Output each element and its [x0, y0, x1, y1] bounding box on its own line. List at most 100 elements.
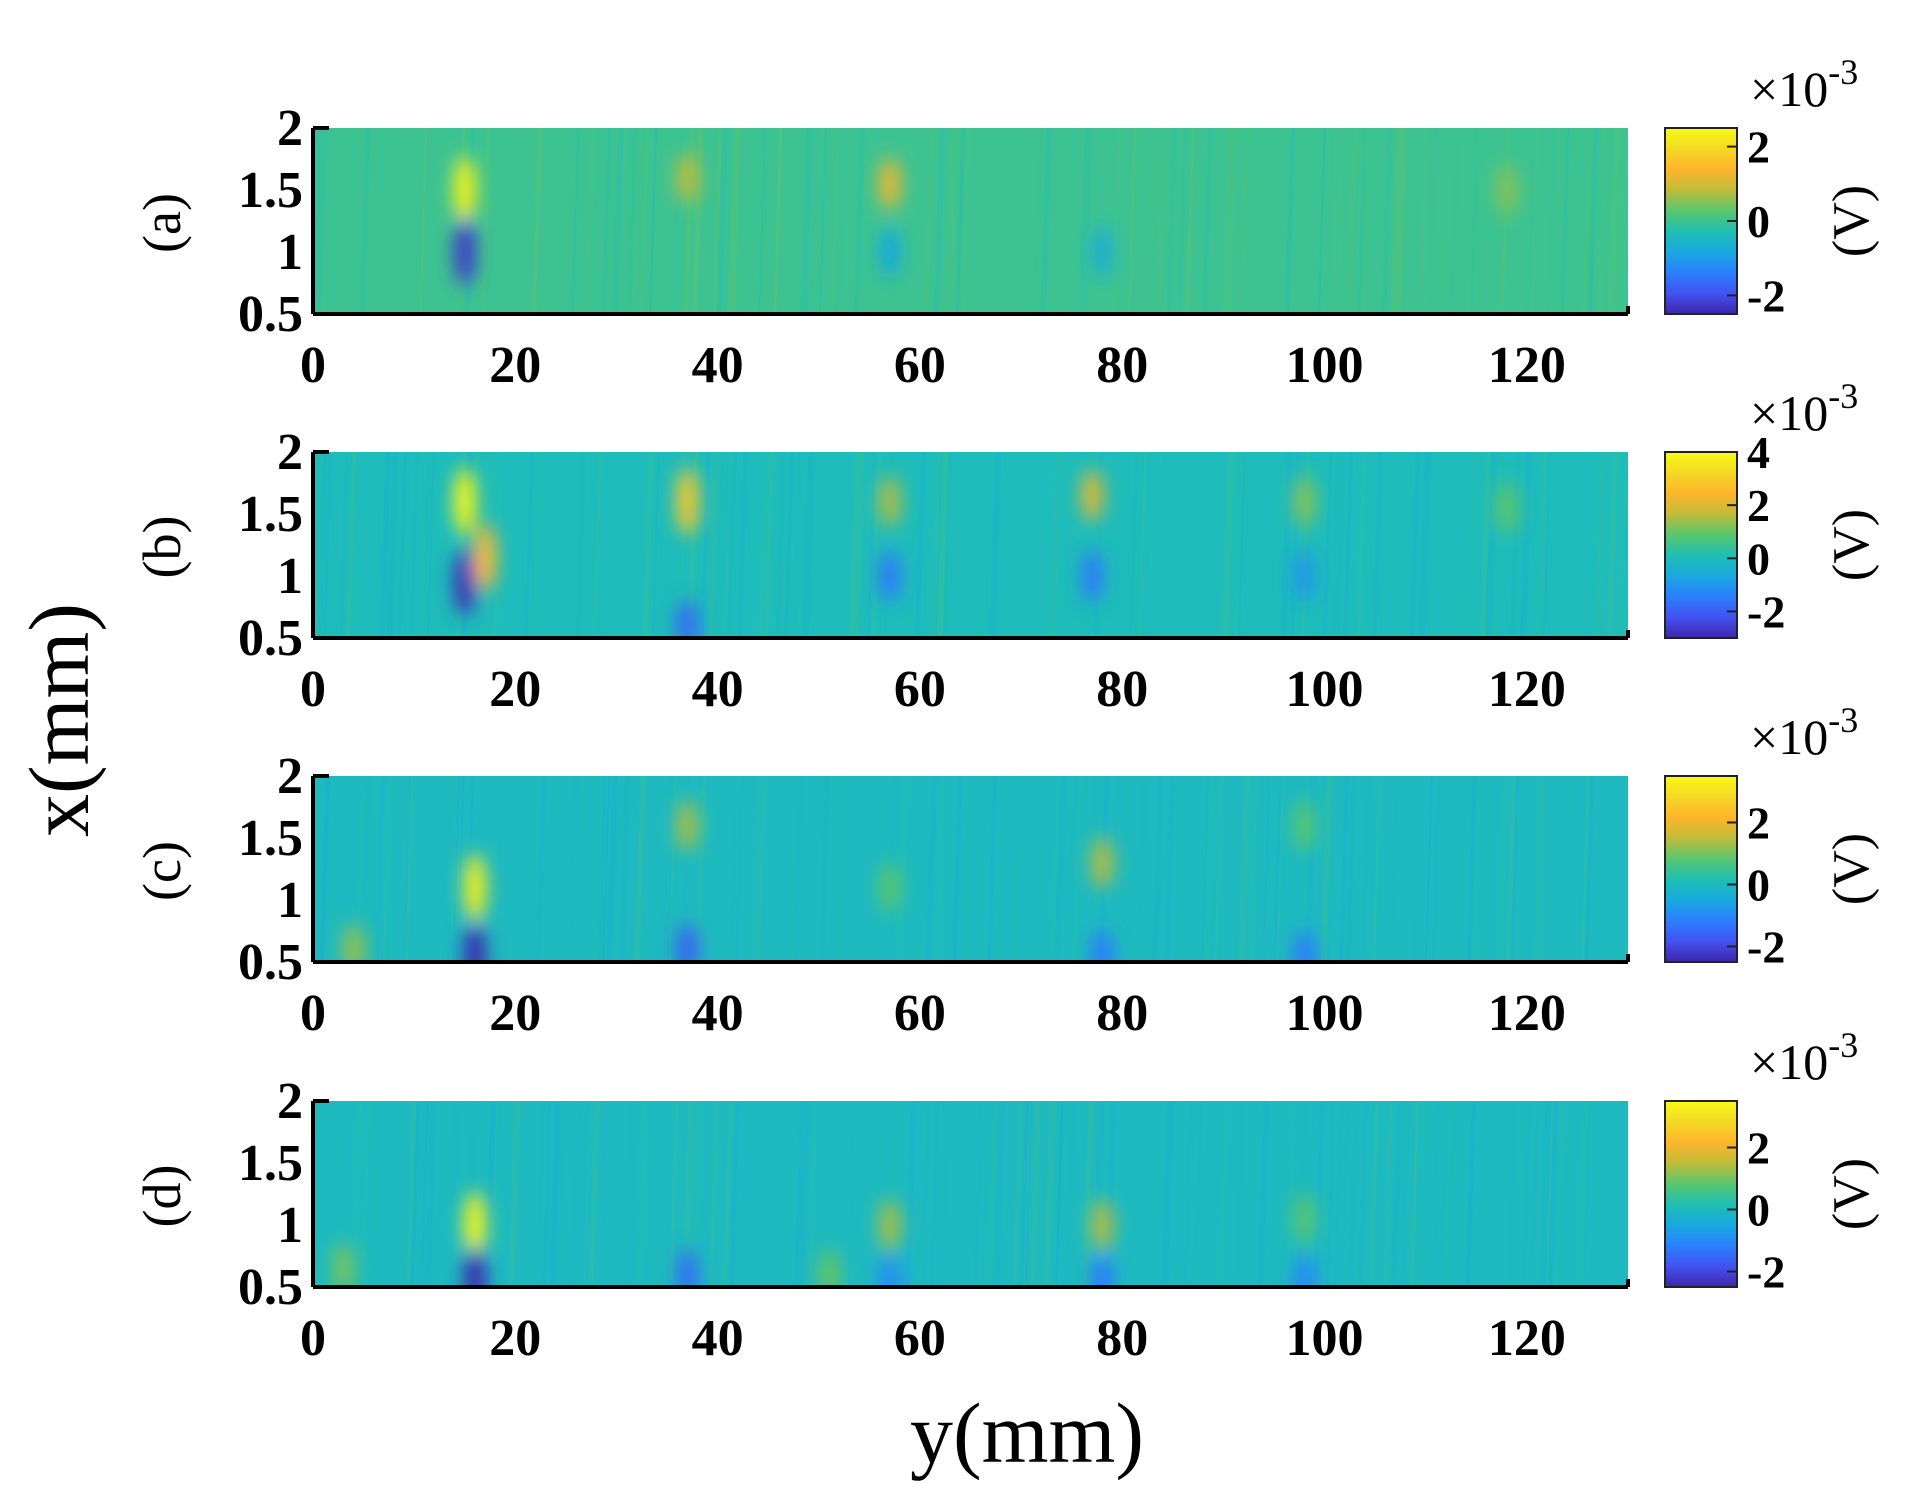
y-tick-label: 2 [277, 424, 303, 481]
colorbar-gradient [1664, 127, 1738, 315]
heatmap-background [313, 1101, 1628, 1287]
x-tick-label: 60 [894, 985, 946, 1042]
heatmap-feature-core [883, 487, 896, 516]
panel-label: (a) [132, 193, 192, 253]
colorbar: 2 0 -2 ×10-3 (V) [1664, 700, 1880, 973]
x-tick-label: 80 [1096, 337, 1148, 394]
x-tick-label: 100 [1286, 985, 1364, 1042]
x-tick-label: 60 [894, 661, 946, 718]
heatmap-feature-core [458, 232, 471, 272]
x-tick-label: 80 [1096, 1310, 1148, 1367]
heatmap-feature-core [458, 170, 471, 210]
y-tick-label: 1.5 [238, 810, 303, 867]
colorbar-exponent-base: ×10 [1750, 709, 1828, 765]
x-tick-label: 0 [300, 1310, 326, 1367]
panel-label: (b) [132, 516, 192, 579]
noise-texture [313, 776, 1595, 962]
colorbar-tick-label: -2 [1747, 586, 1785, 637]
heatmap-feature-core [681, 811, 694, 840]
x-tick-label: 80 [1096, 661, 1148, 718]
x-tick-label: 80 [1096, 985, 1148, 1042]
heatmap-background [313, 452, 1628, 638]
y-tick-label: 0.5 [238, 286, 303, 343]
x-tick-label: 40 [692, 985, 744, 1042]
colorbar-exponent-base: ×10 [1750, 385, 1828, 441]
colorbar-exponent-base: ×10 [1750, 61, 1828, 117]
colorbar-exponent: ×10-3 [1750, 52, 1858, 117]
heatmap-feature-core [681, 611, 694, 638]
heatmap-feature-core [681, 935, 694, 962]
x-tick-label: 20 [489, 661, 541, 718]
heatmap-feature-core [681, 163, 694, 192]
heatmap-background [313, 776, 1628, 962]
x-tick-label: 20 [489, 337, 541, 394]
x-tick-label: 120 [1488, 337, 1566, 394]
x-tick-label: 20 [489, 985, 541, 1042]
y-tick-label: 1 [277, 548, 303, 605]
y-tick-label: 1 [277, 224, 303, 281]
heatmap-feature-core [883, 562, 896, 590]
y-tick-label: 1.5 [238, 162, 303, 219]
x-tick-label: 20 [489, 1310, 541, 1367]
y-tick-label: 0.5 [238, 934, 303, 991]
heatmap-feature-core [478, 537, 491, 578]
y-tick-label: 0.5 [238, 1259, 303, 1316]
heatmap-feature-core [1298, 487, 1311, 516]
x-tick-label: 40 [692, 661, 744, 718]
heatmap-feature-core [1096, 848, 1108, 877]
heatmap-field [313, 1101, 1628, 1287]
x-tick-label: 40 [692, 337, 744, 394]
heatmap-field [313, 776, 1628, 962]
heatmap-field [313, 128, 1628, 314]
colorbar-exponent: ×10-3 [1750, 1025, 1858, 1090]
colorbar-unit-label: (V) [1823, 185, 1880, 257]
colorbar-tick-label: 0 [1747, 533, 1770, 584]
heatmap-feature-core [1085, 562, 1098, 590]
x-tick-label: 100 [1286, 1310, 1364, 1367]
colorbar-exponent-base: ×10 [1750, 1034, 1828, 1090]
heatmap-feature-core [1085, 481, 1098, 510]
x-tick-label: 100 [1286, 661, 1364, 718]
heatmap-feature-core [681, 481, 694, 522]
colorbar-gradient [1664, 1100, 1738, 1288]
y-axis-title: x(mm) [11, 603, 107, 837]
colorbar-gradient [1664, 775, 1738, 963]
heatmap-feature-core [1500, 493, 1513, 522]
heatmap-feature-core [347, 935, 360, 962]
heatmap-feature-core [468, 935, 481, 962]
colorbar-tick-label: -2 [1747, 270, 1785, 321]
colorbar-tick-label: 0 [1747, 196, 1770, 247]
y-tick-label: 1 [277, 1197, 303, 1254]
x-tick-label: 120 [1488, 985, 1566, 1042]
noise-texture [313, 128, 1625, 314]
colorbar: 420-2 ×10-3 (V) [1664, 376, 1880, 639]
heatmap-feature-core [468, 1260, 481, 1287]
heatmap-feature-core [1500, 176, 1513, 204]
panel-label: (c) [132, 841, 192, 901]
colorbar-unit-label: (V) [1823, 509, 1880, 581]
x-tick-label: 0 [300, 661, 326, 718]
heatmap-feature-core [1298, 1204, 1311, 1233]
heatmap-feature-core [1298, 1266, 1311, 1287]
heatmap-feature-core [337, 1254, 350, 1283]
x-tick-label: 60 [894, 337, 946, 394]
y-tick-label: 1 [277, 872, 303, 929]
heatmap-feature-core [681, 1260, 694, 1287]
y-tick-label: 1.5 [238, 486, 303, 543]
heatmap-feature-core [1298, 811, 1311, 840]
y-tick-label: 2 [277, 100, 303, 157]
colorbar-exponent-power: -3 [1828, 700, 1858, 740]
colorbar: 2 0 -2 ×10-3 (V) [1664, 1025, 1880, 1298]
heatmap-feature-core [458, 562, 471, 603]
colorbar-tick-label: 2 [1747, 122, 1770, 173]
colorbar-tick-label: 2 [1747, 480, 1770, 531]
y-tick-label: 2 [277, 748, 303, 805]
heatmap-feature-core [822, 1260, 835, 1287]
heatmap-feature-core [1096, 941, 1108, 962]
colorbar-tick-label: 0 [1747, 1185, 1770, 1236]
